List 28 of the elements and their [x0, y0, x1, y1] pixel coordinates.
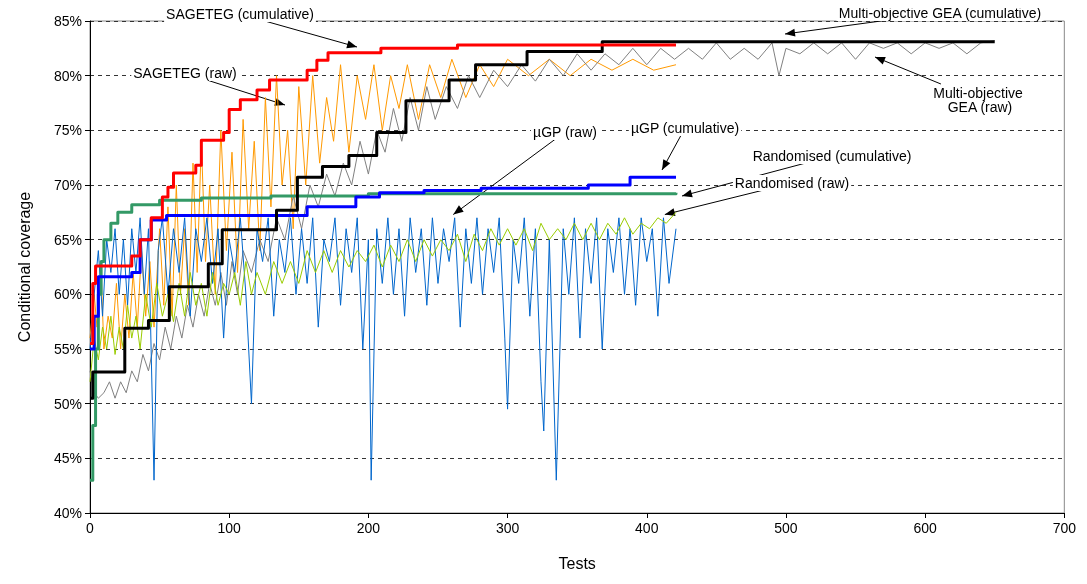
y-tick-label: 55%	[53, 341, 82, 357]
y-tick-label: 50%	[53, 395, 82, 412]
x-tick-label: 0	[86, 520, 95, 536]
x-tick-label: 500	[774, 520, 798, 536]
x-tick-label: 700	[1052, 520, 1077, 536]
y-tick-label: 70%	[53, 177, 82, 193]
y-tick-label: 80%	[53, 67, 82, 84]
annotation: SAGETEG (raw)	[133, 65, 237, 81]
annotation: Randomised (cumulative)	[752, 148, 912, 164]
y-tick-label: 85%	[53, 13, 82, 29]
x-tick-label: 300	[495, 520, 520, 536]
annotation: Multi-objective GEA (raw)	[933, 85, 1027, 115]
x-tick-label: 100	[217, 520, 242, 536]
annotation: µGP (raw)	[533, 124, 597, 140]
x-tick-label: 200	[356, 520, 381, 536]
text: Multi-objective GEA (cumulative)	[838, 5, 1042, 21]
y-tick-label: 60%	[53, 286, 82, 303]
x-tick-label: 600	[913, 520, 938, 536]
y-axis-title: Conditional coverage	[15, 191, 33, 343]
x-tick-label: 400	[635, 520, 659, 536]
annotation: Randomised (raw)	[734, 175, 850, 191]
y-tick-label: 75%	[53, 122, 82, 139]
y-tick-label: 65%	[53, 231, 82, 248]
y-tick-label: 45%	[53, 450, 82, 467]
x-axis-title: Tests	[558, 554, 596, 572]
y-tick-label: 40%	[53, 505, 82, 521]
annotation: µGP (cumulative)	[630, 120, 740, 136]
annotation: SAGETEG (cumulative)	[166, 6, 314, 22]
